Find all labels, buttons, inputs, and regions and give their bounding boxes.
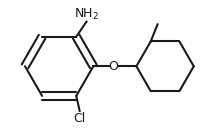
Text: O: O <box>108 60 118 73</box>
Text: NH$_2$: NH$_2$ <box>74 7 99 22</box>
Text: Cl: Cl <box>74 112 86 125</box>
